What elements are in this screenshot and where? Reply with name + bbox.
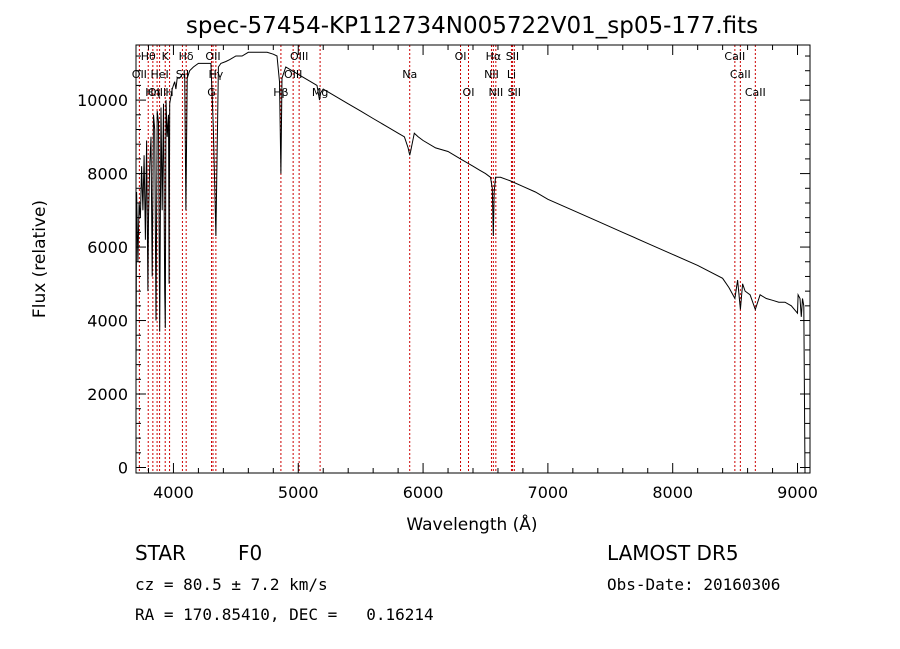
x-axis-label: Wavelength (Å) — [406, 513, 537, 535]
x-tick-label: 9000 — [777, 483, 818, 502]
line-label: SII — [506, 50, 519, 63]
y-axis-ticks: 0 2000 4000 6000 8000 10000 — [77, 55, 810, 477]
line-label: Li — [507, 68, 516, 81]
x-tick-label: 5000 — [278, 483, 319, 502]
line-label: Hα — [486, 50, 502, 63]
line-label: OIII — [148, 86, 166, 99]
line-label: CaII — [745, 86, 766, 99]
line-label: HeI — [150, 68, 168, 81]
chart-title: spec-57454-KP112734N005722V01_sp05-177.f… — [186, 13, 758, 39]
survey-name: LAMOST DR5 — [607, 541, 739, 565]
x-axis-ticks: 4000 5000 6000 7000 8000 9000 — [147, 45, 818, 502]
line-label: Hδ — [179, 50, 194, 63]
x-tick-label: 4000 — [153, 483, 194, 502]
spectrum-line — [135, 51, 806, 474]
line-label: CaII — [724, 50, 745, 63]
line-label: K — [162, 50, 170, 63]
y-tick-label: 6000 — [87, 238, 128, 257]
line-label: Hγ — [208, 68, 223, 81]
y-tick-label: 8000 — [87, 165, 128, 184]
obs-date: Obs-Date: 20160306 — [607, 575, 780, 594]
line-label: OII — [132, 68, 147, 81]
line-label: OI — [455, 50, 467, 63]
line-label: NII — [488, 86, 503, 99]
redshift-cz: cz = 80.5 ± 7.2 km/s — [135, 575, 328, 594]
object-class: STAR — [135, 541, 186, 565]
line-label: OIII — [284, 68, 302, 81]
y-tick-label: 10000 — [77, 91, 128, 110]
line-label: OII — [205, 50, 220, 63]
line-label: Hη — [145, 86, 160, 99]
plot-frame — [135, 44, 811, 474]
line-label: H — [165, 86, 173, 99]
y-tick-label: 0 — [118, 458, 128, 477]
line-label: CaII — [730, 68, 751, 81]
y-tick-label: 2000 — [87, 385, 128, 404]
line-label: Hβ — [273, 86, 288, 99]
spectral-line-markers — [138, 45, 756, 473]
y-tick-label: 4000 — [87, 312, 128, 331]
line-label: NII — [484, 68, 499, 81]
line-label: OI — [463, 86, 475, 99]
line-label: OIII — [290, 50, 308, 63]
x-tick-label: 7000 — [528, 483, 569, 502]
line-label: Hθ — [141, 50, 156, 63]
ra-dec: RA = 170.85410, DEC = 0.16214 — [135, 605, 434, 624]
object-subclass: F0 — [238, 541, 262, 565]
line-label: Na — [402, 68, 417, 81]
line-label: SII — [508, 86, 521, 99]
x-tick-label: 6000 — [403, 483, 444, 502]
x-tick-label: 8000 — [652, 483, 693, 502]
y-axis-label: Flux (relative) — [30, 200, 50, 318]
